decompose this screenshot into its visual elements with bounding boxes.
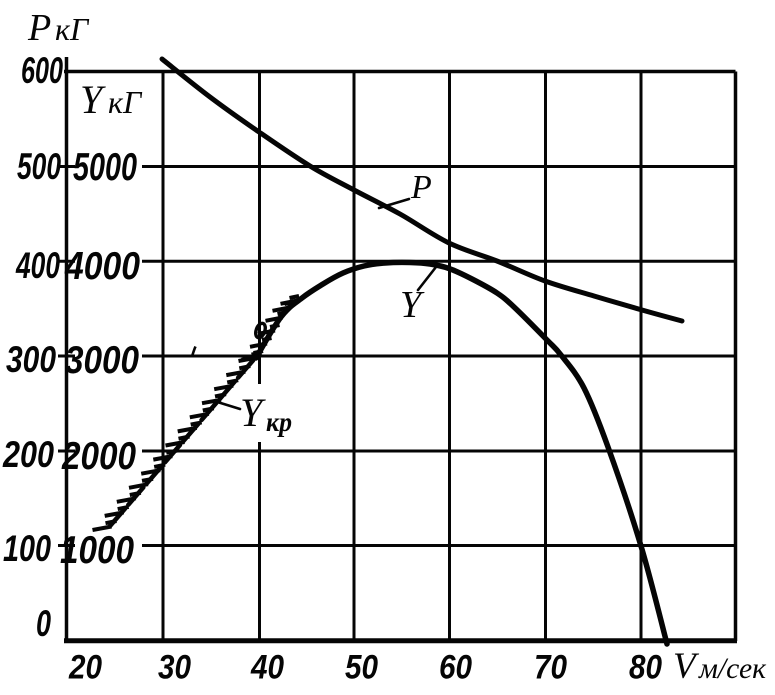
svg-text:70: 70: [534, 649, 567, 687]
svg-text:1000: 1000: [60, 529, 134, 572]
svg-text:50: 50: [345, 649, 378, 687]
svg-text:300: 300: [6, 339, 56, 380]
svg-text:4000: 4000: [64, 245, 140, 288]
svg-text:500: 500: [17, 146, 61, 187]
svg-text:100: 100: [3, 528, 51, 569]
svg-text:кГ: кГ: [55, 11, 90, 47]
svg-text:0: 0: [36, 603, 51, 644]
svg-text:60: 60: [439, 649, 472, 687]
svg-text:40: 40: [250, 649, 284, 687]
svg-text:P: P: [410, 169, 432, 206]
svg-text:30: 30: [158, 649, 191, 687]
svg-text:м/сек: м/сек: [698, 652, 767, 685]
svg-text:Y: Y: [400, 284, 425, 326]
svg-text:400: 400: [15, 245, 60, 286]
svg-text:600: 600: [21, 50, 63, 91]
svg-text:20: 20: [68, 649, 102, 687]
svg-text:3000: 3000: [65, 339, 139, 382]
svg-text:V: V: [673, 646, 700, 687]
svg-text:5000: 5000: [73, 146, 137, 189]
svg-text:Y: Y: [80, 77, 106, 122]
svg-text:Р: Р: [27, 7, 51, 49]
svg-text:80: 80: [629, 649, 662, 687]
svg-text:кГ: кГ: [108, 84, 143, 120]
svg-text:Y: Y: [240, 390, 266, 435]
svg-text:2000: 2000: [61, 435, 136, 478]
svg-text:200: 200: [2, 434, 54, 475]
svg-text:кр: кр: [266, 407, 292, 437]
